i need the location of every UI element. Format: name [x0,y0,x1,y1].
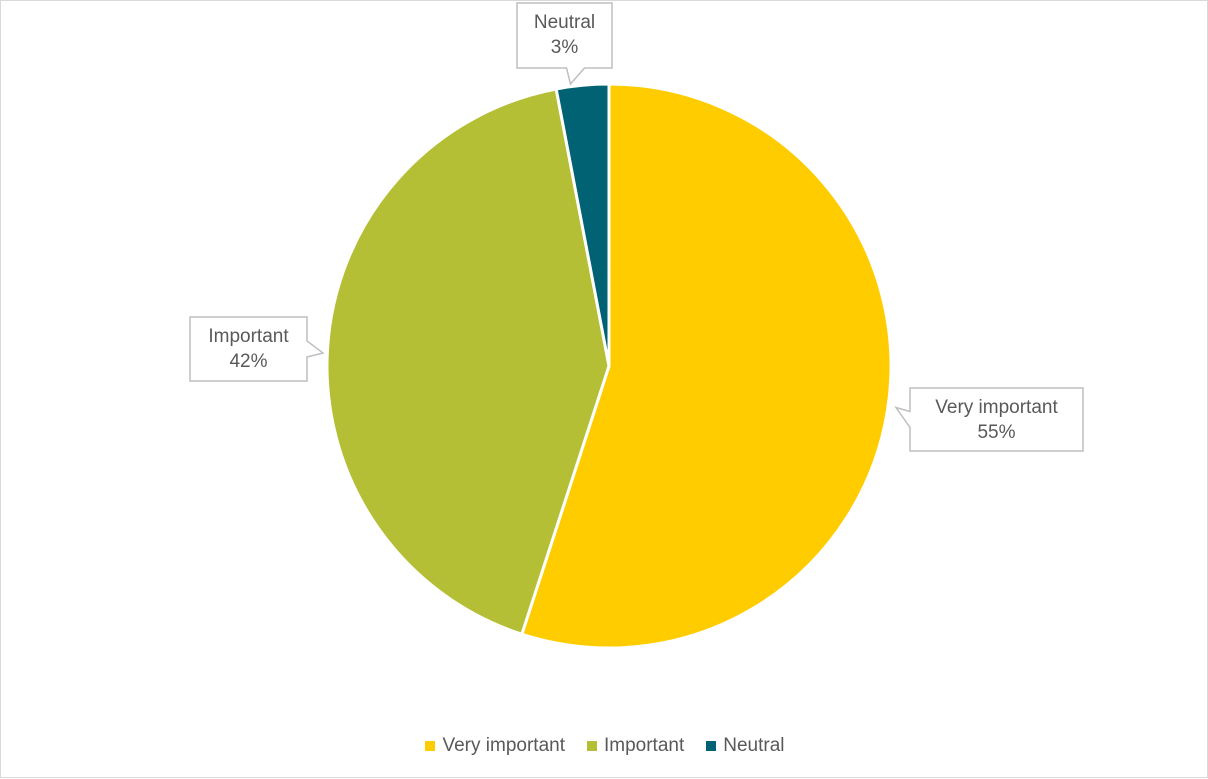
legend-swatch [706,741,717,751]
data-label-value: 3% [551,37,579,58]
data-label-value: 42% [229,351,267,372]
data-label-box [894,387,1084,452]
pie-slice-very-important [520,82,893,650]
data-label-category: Neutral [534,12,595,33]
legend-item-very-important: Very important [425,735,565,757]
data-label-category: Very important [935,397,1058,418]
legend-swatch [586,741,597,751]
data-label-very-important: Very important 55% [894,387,1084,452]
legend: Very important Important Neutral [1,734,1208,758]
data-label-box [189,316,325,382]
legend-label: Neutral [723,735,785,756]
pie-slice-neutral [554,82,611,368]
legend-item-neutral: Neutral [706,735,785,757]
legend-swatch [425,741,436,751]
data-label-box [516,2,613,86]
pie-slice-important [325,87,611,636]
data-label-neutral: Neutral 3% [516,2,613,86]
data-label-important: Important 42% [189,316,325,382]
legend-label: Important [603,735,685,756]
data-label-category: Important [208,326,289,347]
legend-label: Very important [442,735,565,756]
data-label-value: 55% [977,422,1015,443]
legend-item-important: Important [586,735,685,757]
